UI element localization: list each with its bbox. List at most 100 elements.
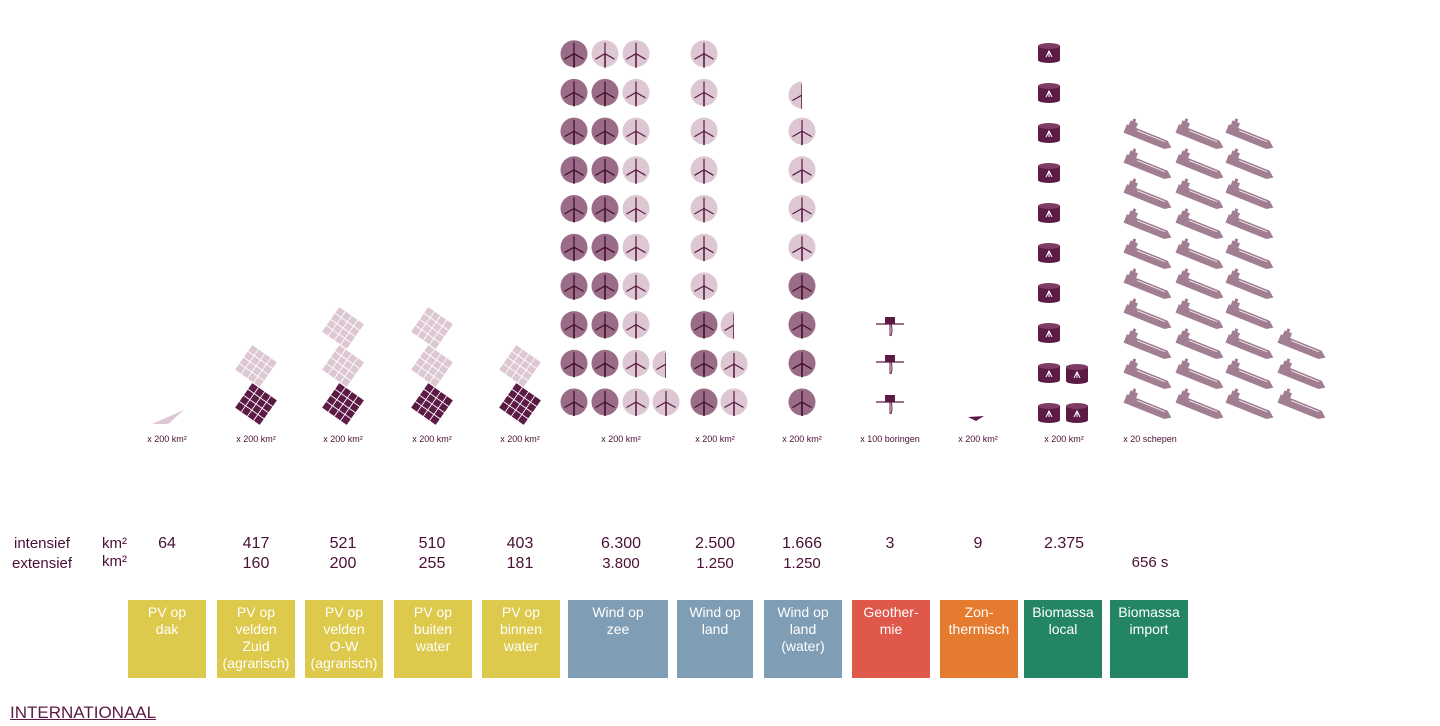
category-label-pv-buiten: PV op buiten water (413, 604, 453, 654)
pv-buiten-panel-light-0 (411, 345, 453, 387)
wind-zee-c0-2 (560, 311, 588, 339)
bio-tank-1 (1038, 363, 1060, 383)
footer-link-internationaal[interactable]: INTERNATIONAAL (10, 703, 157, 722)
wind-zee-c0-9 (560, 40, 588, 68)
category-label-wind-water: Wind op land (water) (777, 604, 829, 654)
ship-c1-r4 (1175, 238, 1224, 270)
pv-zuid-panel-partial (235, 307, 277, 349)
ship-c2-r6 (1225, 298, 1274, 330)
category-box-wind-water[interactable]: Wind op land (water) (764, 600, 842, 678)
intensief-value-wind-water: 1.666 (781, 535, 823, 552)
ship-c1-r6 (1175, 298, 1224, 330)
ship-c2-r8 (1225, 358, 1274, 390)
bio-tank-4 (1038, 243, 1060, 263)
ship-c1-r5 (1175, 268, 1224, 300)
wind-land-c0-7 (690, 117, 718, 146)
intensief-value-pv-zuid: 417 (242, 535, 270, 552)
category-box-pv-zuid[interactable]: PV op velden Zuid (agrarisch) (217, 600, 295, 678)
category-box-pv-dak[interactable]: PV op dak (128, 600, 206, 678)
pv-zuid-panel-light-0 (235, 345, 277, 387)
unit-label-wind-zee: x 200 km² (601, 434, 641, 444)
ship-c0-r0 (1123, 118, 1172, 150)
category-box-geo[interactable]: Geother- mie (852, 600, 930, 678)
ship-c3-r2 (1277, 328, 1326, 360)
wind-zee-c0-4 (560, 233, 588, 262)
intensief-value-bio-local: 2.375 (1043, 535, 1085, 552)
category-box-pv-buiten[interactable]: PV op buiten water (394, 600, 472, 678)
wind-zee-extra-1 (652, 350, 666, 378)
category-box-zon[interactable]: Zon- thermisch (940, 600, 1018, 678)
extensief-value-bio-import: 656 s (1131, 554, 1169, 571)
bio-tank-5 (1038, 203, 1060, 223)
intensief-value-zon: 9 (973, 535, 983, 552)
category-box-wind-land[interactable]: Wind op land (677, 600, 753, 678)
category-box-bio-local[interactable]: Biomassa local (1024, 600, 1102, 678)
wind-zee-c2-1 (622, 349, 650, 378)
intensief-value-pv-buiten: 510 (418, 535, 446, 552)
wind-land-c0-3 (690, 272, 718, 300)
category-label-zon: Zon- thermisch (948, 604, 1010, 637)
unit-label-pv-buiten: x 200 km² (412, 434, 452, 444)
wind-zee-c2-7 (622, 117, 650, 146)
ship-c2-r7 (1225, 328, 1274, 360)
ship-c0-r8 (1123, 358, 1172, 390)
wind-zee-c2-9 (622, 40, 650, 68)
pv-dak-partial-panel (152, 410, 184, 424)
geo-drill-2 (876, 317, 904, 337)
bio-tank-9 (1038, 43, 1060, 63)
bio-tank-3 (1038, 283, 1060, 303)
geo-drill-0 (876, 395, 904, 415)
unit-label-pv-zuid: x 200 km² (236, 434, 276, 444)
zon-partial-panel (968, 416, 984, 421)
bio-tank-extra-1 (1066, 364, 1088, 384)
ship-c2-r9 (1225, 388, 1274, 420)
row-label-intensief: intensief (14, 535, 70, 552)
ship-c2-r3 (1225, 208, 1274, 240)
unit-label-pv-binnen: x 200 km² (500, 434, 540, 444)
wind-zee-c0-6 (560, 156, 588, 184)
category-label-wind-zee: Wind op zee (592, 604, 644, 637)
intensief-value-pv-ow: 521 (329, 535, 357, 552)
wind-land-c0-6 (690, 156, 718, 184)
category-label-geo: Geother- mie (863, 604, 919, 637)
row-label-extensief: extensief (12, 555, 73, 572)
wind-zee-c2-5 (622, 195, 650, 223)
wind-land-c0-5 (690, 195, 718, 223)
ship-c1-r2 (1175, 178, 1224, 210)
bio-tank-extra-0 (1066, 403, 1088, 423)
wind-zee-c0-8 (560, 78, 588, 107)
ship-c0-r4 (1123, 238, 1172, 270)
ship-c2-r2 (1225, 178, 1274, 210)
extensief-value-pv-buiten: 255 (418, 555, 446, 572)
category-box-pv-binnen[interactable]: PV op binnen water (482, 600, 560, 678)
row-unit-intensief: km² (102, 535, 127, 552)
extensief-value-wind-water: 1.250 (783, 555, 821, 572)
wind-zee-c0-7 (560, 117, 588, 146)
wind-zee-c2-2 (622, 311, 650, 339)
wind-zee-c1-9 (591, 40, 619, 68)
wind-water-c0-2 (788, 311, 816, 339)
wind-zee-c2-6 (622, 156, 650, 184)
ship-c0-r9 (1123, 388, 1172, 420)
category-box-wind-zee[interactable]: Wind op zee (568, 600, 668, 678)
wind-zee-c0-1 (560, 349, 588, 378)
pv-buiten-panel-light-1 (411, 307, 453, 349)
intensief-value-pv-dak: 64 (158, 535, 176, 552)
unit-label-wind-water: x 200 km² (782, 434, 822, 444)
ship-c0-r3 (1123, 208, 1172, 240)
wind-water-partial (788, 81, 802, 109)
category-box-bio-import[interactable]: Biomassa import (1110, 600, 1188, 678)
category-label-bio-local: Biomassa local (1032, 604, 1094, 637)
extensief-value-pv-zuid: 160 (242, 555, 270, 572)
category-box-pv-ow[interactable]: PV op velden O-W (agrarisch) (305, 600, 383, 678)
pv-ow-panel-light-1 (322, 307, 364, 349)
pv-ow-panel-light-0 (322, 345, 364, 387)
ship-c2-r4 (1225, 238, 1274, 270)
row-unit-extensief: km² (102, 553, 127, 570)
bio-tank-0 (1038, 403, 1060, 423)
bio-tank-7 (1038, 123, 1060, 143)
ship-c3-r1 (1277, 358, 1326, 390)
category-label-pv-zuid: PV op velden Zuid (agrarisch) (222, 604, 290, 671)
unit-label-geo: x 100 boringen (860, 434, 920, 444)
